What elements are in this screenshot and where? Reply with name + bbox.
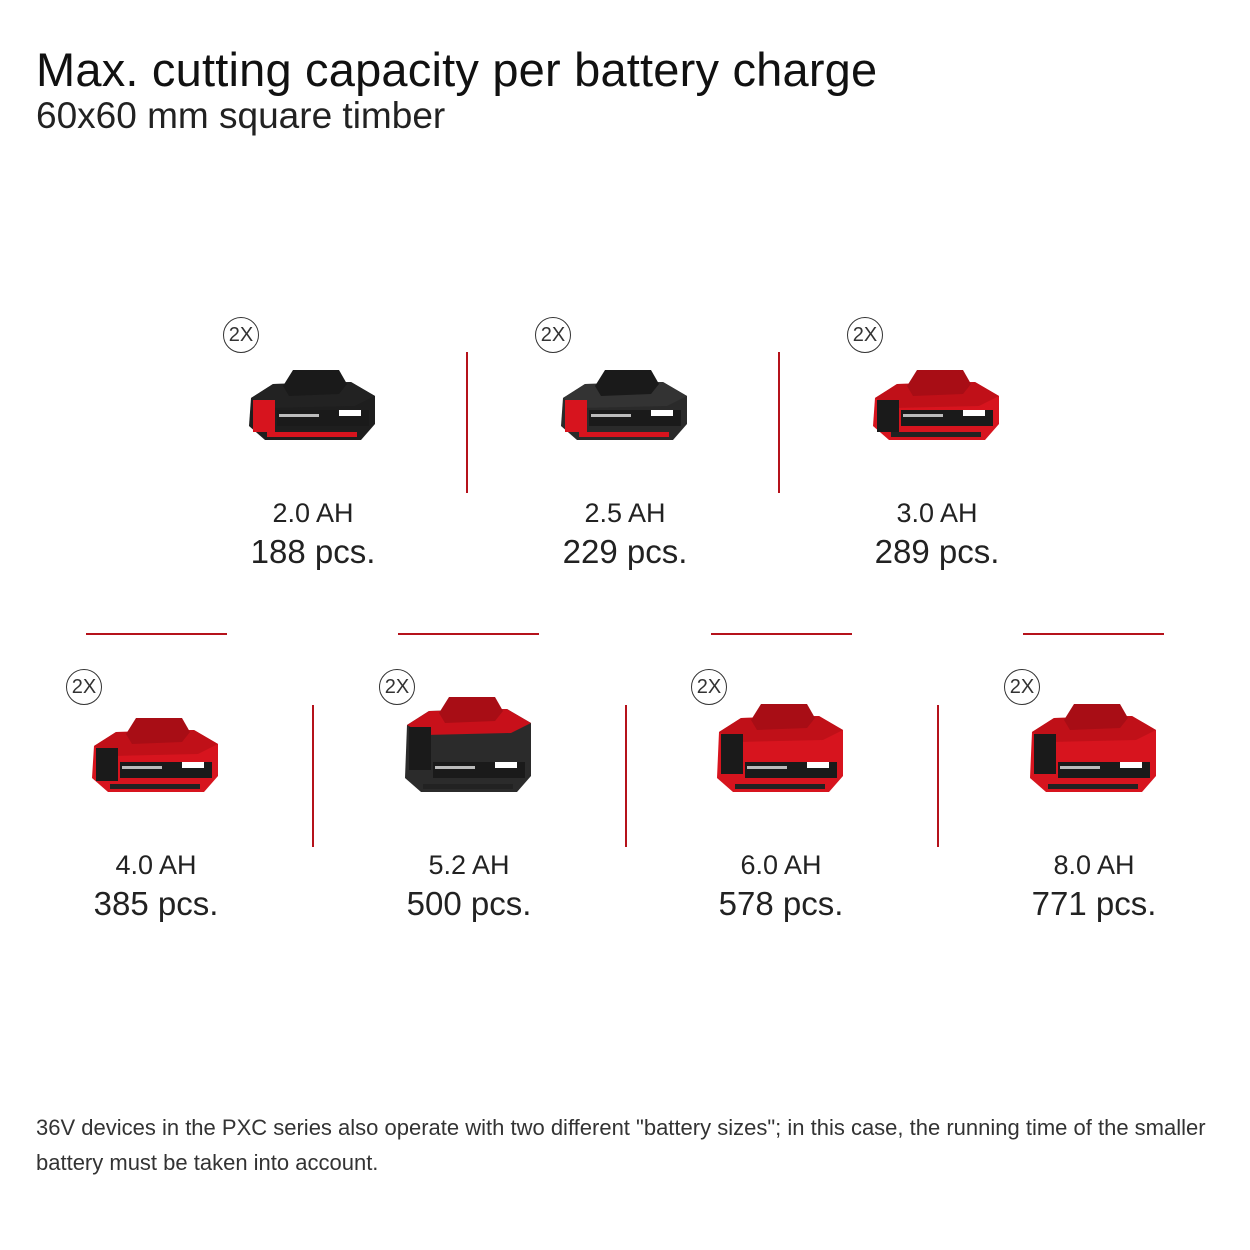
- footnote: 36V devices in the PXC series also opera…: [36, 1115, 1206, 1175]
- cut-count: 229 pcs.: [562, 533, 688, 570]
- divider-vertical: [625, 705, 627, 847]
- quantity-badge: 2X: [66, 669, 102, 705]
- cut-count: 188 pcs.: [250, 533, 376, 570]
- divider-vertical: [466, 352, 468, 493]
- divider-horizontal: [398, 633, 539, 635]
- quantity-badge: 2X: [535, 317, 571, 353]
- battery-item: 2X 3.0 AH 289 pcs.: [807, 317, 1067, 580]
- cut-count: 500 pcs.: [406, 885, 532, 922]
- battery-capacity: 8.0 AH: [1053, 850, 1135, 880]
- cut-count: 289 pcs.: [874, 533, 1000, 570]
- battery-item: 2X 2.0 AH 188 pcs.: [183, 317, 443, 580]
- battery-capacity: 5.2 AH: [428, 850, 510, 880]
- page-title: Max. cutting capacity per battery charge: [36, 43, 878, 96]
- battery-item: 2X 6.0 AH 578 pcs.: [651, 669, 911, 932]
- quantity-badge: 2X: [847, 317, 883, 353]
- divider-horizontal: [86, 633, 227, 635]
- quantity-badge: 2X: [379, 669, 415, 705]
- battery-capacity: 3.0 AH: [896, 498, 978, 528]
- page-subtitle: 60x60 mm square timber: [36, 95, 446, 136]
- divider-vertical: [778, 352, 780, 493]
- battery-capacity: 2.0 AH: [272, 498, 354, 528]
- battery-4ah-icon: [86, 692, 226, 807]
- battery-capacity: 2.5 AH: [584, 498, 666, 528]
- battery-2ah-icon: [243, 340, 383, 455]
- battery-item: 2X 5.2 AH 500 pcs.: [339, 669, 599, 932]
- battery-item: 2X 8.0 AH 771 pcs.: [964, 669, 1224, 932]
- battery-3ah-icon: [867, 340, 1007, 455]
- quantity-badge: 2X: [691, 669, 727, 705]
- quantity-badge: 2X: [223, 317, 259, 353]
- battery-capacity: 4.0 AH: [115, 850, 197, 880]
- battery-item: 2X 2.5 AH 229 pcs.: [495, 317, 755, 580]
- battery-5-2ah-icon: [399, 692, 539, 807]
- divider-horizontal: [711, 633, 852, 635]
- battery-capacity: 6.0 AH: [740, 850, 822, 880]
- cut-count: 578 pcs.: [718, 885, 844, 922]
- cut-count: 771 pcs.: [1031, 885, 1157, 922]
- divider-horizontal: [1023, 633, 1164, 635]
- battery-item: 2X 4.0 AH 385 pcs.: [26, 669, 286, 932]
- divider-vertical: [937, 705, 939, 847]
- divider-vertical: [312, 705, 314, 847]
- battery-8ah-icon: [1024, 692, 1164, 807]
- battery-2-5ah-icon: [555, 340, 695, 455]
- cut-count: 385 pcs.: [93, 885, 219, 922]
- quantity-badge: 2X: [1004, 669, 1040, 705]
- battery-6ah-icon: [711, 692, 851, 807]
